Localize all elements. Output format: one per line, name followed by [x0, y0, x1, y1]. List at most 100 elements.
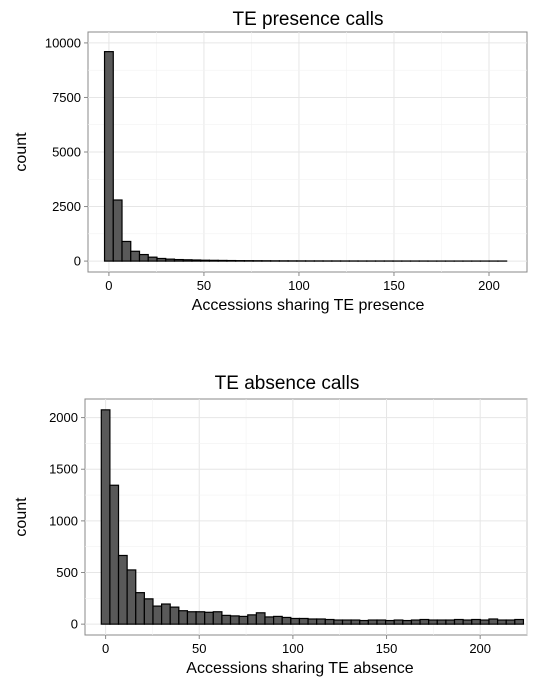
histogram-bar: [165, 258, 176, 262]
histogram-bar: [109, 484, 120, 625]
presence-x-axis: 0 50 100 150 200: [105, 272, 500, 293]
y-tick-label: 500: [56, 565, 78, 580]
y-tick-label: 2000: [49, 410, 78, 425]
histogram-bar: [298, 617, 309, 625]
y-tick-label: 7500: [52, 90, 81, 105]
histogram-bar: [226, 259, 237, 262]
histogram-bar: [182, 259, 193, 262]
x-tick-label: 50: [192, 641, 206, 656]
histogram-bar: [402, 619, 413, 625]
histogram-bar: [238, 615, 249, 625]
presence-panel: TE presence calls 0 2500 5000 7500 10000 0 50…: [13, 9, 528, 314]
presence-chart-title: TE presence calls: [232, 9, 383, 30]
histogram-bar: [272, 615, 283, 625]
histogram-bar: [376, 619, 387, 625]
histogram-bar: [384, 619, 395, 625]
histogram-bar: [195, 611, 206, 625]
histogram-bar: [200, 259, 211, 262]
histogram-bar: [471, 618, 481, 625]
histogram-bar: [453, 618, 464, 625]
x-tick-label: 100: [282, 641, 304, 656]
presence-bars: [103, 51, 508, 262]
histogram-bar: [186, 611, 197, 625]
histogram-bar: [103, 51, 114, 262]
x-tick-label: 0: [102, 641, 109, 656]
x-tick-label: 150: [376, 641, 398, 656]
histogram-bar: [152, 605, 163, 625]
histogram-bar: [138, 253, 149, 262]
histogram-bar: [514, 618, 525, 625]
absence-bars: [100, 409, 525, 625]
histogram-bar: [264, 616, 275, 625]
histogram-bar: [462, 619, 473, 625]
y-tick-label: 1000: [49, 513, 78, 528]
x-tick-label: 0: [105, 278, 112, 293]
histogram-bar: [445, 619, 456, 625]
presence-x-axis-label: Accessions sharing TE presence: [192, 297, 425, 314]
histogram-bar: [428, 619, 438, 625]
histogram-bar: [161, 603, 171, 625]
x-tick-label: 100: [288, 278, 310, 293]
y-tick-label: 2500: [52, 199, 81, 214]
absence-y-axis: 0 500 1000 1500 2000: [49, 410, 85, 632]
histogram-bar: [488, 618, 499, 625]
histogram-bar: [147, 256, 158, 262]
histogram-bar: [316, 618, 326, 625]
histogram-bar: [247, 614, 257, 625]
histogram-bar: [135, 592, 145, 625]
histogram-bar: [117, 554, 128, 625]
x-tick-label: 150: [383, 278, 405, 293]
y-tick-label: 0: [74, 254, 81, 269]
histogram-bar: [496, 619, 507, 625]
histogram-bar: [393, 619, 404, 625]
histogram-bar: [359, 619, 369, 625]
x-tick-label: 50: [197, 278, 211, 293]
histogram-bar: [290, 617, 301, 625]
histogram-bar: [221, 614, 232, 625]
histogram-bar: [169, 606, 180, 625]
histogram-bar: [333, 619, 344, 625]
histogram-bar: [212, 611, 223, 625]
histogram-bar: [410, 619, 421, 625]
absence-plot-area: [84, 398, 528, 636]
y-tick-label: 0: [71, 617, 78, 632]
histogram-bar: [100, 409, 111, 625]
histogram-bar: [156, 257, 167, 262]
presence-y-axis-label: count: [13, 132, 30, 172]
x-tick-label: 200: [478, 278, 500, 293]
y-tick-label: 5000: [52, 145, 81, 160]
x-tick-label: 200: [469, 641, 491, 656]
histogram-bar: [307, 618, 318, 625]
histogram-bar: [178, 610, 189, 625]
histogram-bar: [191, 259, 202, 262]
histogram-bar: [204, 611, 214, 625]
histogram-bar: [255, 612, 266, 625]
histogram-bar: [173, 258, 184, 262]
absence-panel: TE absence calls 0 500 1000 1500 2000 0 50 100…: [13, 373, 528, 677]
histogram-bar: [341, 619, 352, 625]
y-tick-label: 1500: [49, 462, 78, 477]
histogram-bar: [208, 259, 219, 262]
histogram-bar: [419, 618, 430, 625]
histogram-bar: [121, 240, 132, 262]
histogram-bar: [367, 619, 378, 625]
histogram-bar: [505, 619, 516, 625]
histogram-bar: [112, 199, 123, 262]
presence-y-axis: 0 2500 5000 7500 10000: [45, 35, 88, 269]
histogram-bar: [479, 619, 490, 625]
histogram-bar: [350, 619, 361, 625]
histogram-bar: [143, 598, 154, 625]
y-tick-label: 10000: [45, 35, 81, 50]
absence-y-axis-label: count: [13, 497, 30, 537]
histogram-bar: [217, 259, 228, 262]
absence-x-axis: 0 50 100 150 200: [102, 635, 491, 656]
histogram-bar: [324, 618, 335, 625]
absence-chart-title: TE absence calls: [215, 373, 360, 394]
histogram-bar: [281, 616, 292, 625]
histogram-bar: [436, 619, 447, 625]
histogram-bar: [130, 250, 141, 262]
histogram-bar: [126, 569, 137, 625]
histogram-bar: [229, 615, 240, 625]
absence-x-axis-label: Accessions sharing TE absence: [186, 660, 413, 677]
